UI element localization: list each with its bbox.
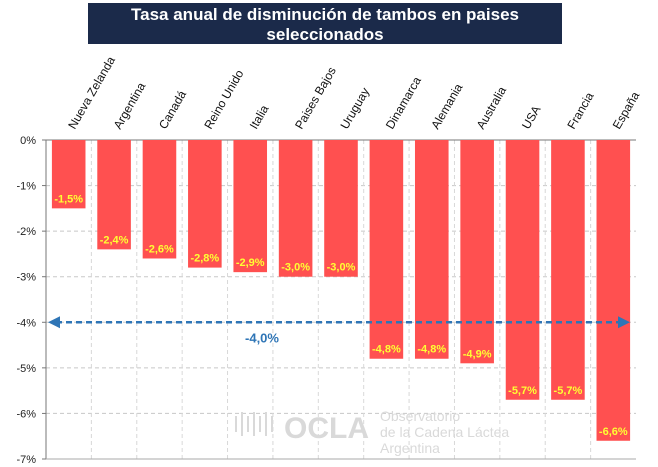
bar	[551, 140, 585, 400]
data-label: -1,5%	[54, 193, 83, 205]
chart-subtitle: 10 años (2015/2024)	[269, 46, 381, 60]
watermark-line3: Argentina	[380, 440, 440, 456]
bar	[278, 140, 313, 277]
watermark-brand: OCLA	[284, 412, 369, 445]
y-tick-label: 0%	[20, 135, 36, 147]
bar	[596, 140, 631, 441]
data-labels: -1,5% -2,4% -2,6% -2,8% -2,9% -3,0% -3,0% -4,8%…	[54, 193, 628, 437]
bar	[233, 140, 268, 273]
data-label: -2,8%	[190, 253, 219, 265]
y-tick-label: -3%	[16, 272, 36, 284]
bar	[505, 140, 540, 400]
data-label: -3,0%	[281, 262, 310, 274]
bar	[414, 140, 449, 359]
bar	[460, 140, 494, 364]
y-tick-label: -4%	[16, 317, 36, 329]
bar	[51, 140, 86, 209]
data-label: -4,8%	[372, 344, 401, 356]
category-label: España	[610, 89, 643, 132]
category-label: Canadá	[156, 88, 189, 132]
bar	[188, 140, 222, 268]
ocla-logo-icon	[235, 412, 273, 436]
category-label: Dinamarca	[383, 74, 424, 132]
data-label: -5,7%	[554, 385, 583, 397]
bars	[51, 140, 631, 441]
bar	[324, 140, 358, 277]
reference-line: -4,0%	[48, 316, 630, 345]
data-label: -2,9%	[236, 257, 265, 269]
chart-title: Tasa anual de disminución de tambos en p…	[131, 5, 519, 44]
y-tick-label: -6%	[16, 408, 36, 420]
category-label: Paises Bajos	[292, 64, 339, 131]
bar	[369, 140, 404, 359]
bar	[97, 140, 131, 250]
category-label: Francia	[564, 90, 596, 132]
title-box: Tasa anual de disminución de tambos en p…	[88, 3, 562, 60]
category-label: USA	[519, 103, 543, 131]
category-label: Australia	[474, 84, 510, 132]
watermark-line1: Observatorio	[380, 408, 460, 424]
data-label: -3,0%	[327, 262, 356, 274]
watermark-line2: de la Cadena Láctea	[380, 424, 509, 440]
bar	[142, 140, 177, 259]
data-label: -5,7%	[508, 385, 537, 397]
y-tick-label: -1%	[16, 181, 36, 193]
data-label: -4,8%	[417, 344, 446, 356]
arrow-left-icon	[48, 316, 60, 329]
category-label: Uruguay	[337, 85, 372, 131]
y-tick-label: -7%	[16, 454, 36, 466]
category-label: Argentina	[111, 80, 149, 132]
data-label: -2,4%	[100, 234, 129, 246]
category-label: Nueva Zelanda	[65, 54, 118, 132]
data-label: -4,9%	[463, 348, 492, 360]
watermark: OCLA Observatorio de la Cadena Láctea Ar…	[235, 408, 509, 456]
category-label: Alemania	[428, 81, 465, 132]
category-label: Reino Unido	[201, 67, 246, 131]
category-label: Italia	[247, 102, 272, 131]
y-tick-label: -2%	[16, 226, 36, 238]
arrow-right-icon	[618, 316, 630, 329]
data-label: -2,6%	[145, 243, 174, 255]
data-label: -6,6%	[599, 426, 628, 438]
average-label: -4,0%	[245, 330, 279, 345]
y-tick-label: -5%	[16, 363, 36, 375]
